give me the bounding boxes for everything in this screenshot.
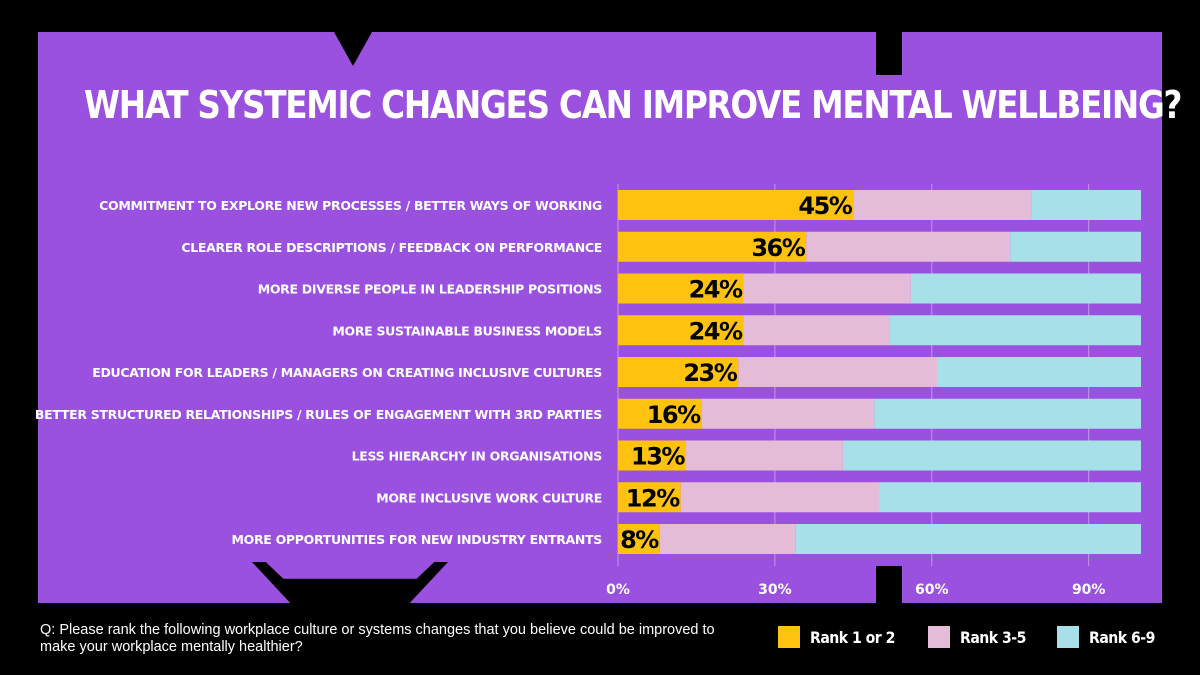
data-label: 8% — [620, 526, 659, 554]
x-tick-label: 30% — [758, 582, 792, 598]
data-label: 45% — [798, 192, 852, 220]
bottom-right-notch — [876, 566, 902, 604]
category-label: MORE INCLUSIVE WORK CULTURE — [376, 490, 602, 505]
bar-segment-3 — [937, 357, 1141, 387]
survey-question: Q: Please rank the following workplace c… — [40, 622, 715, 655]
legend-swatch — [778, 626, 800, 648]
data-labels: 45% 36% 24% 24% 23% 16% 13% 12% 8% — [620, 192, 854, 554]
category-label: EDUCATION FOR LEADERS / MANAGERS ON CREA… — [92, 365, 602, 380]
legend: Rank 1 or 2 Rank 3-5 Rank 6-9 — [778, 624, 1186, 650]
data-label: 23% — [683, 359, 737, 387]
bar-segment-3 — [879, 482, 1141, 513]
top-right-notch — [876, 32, 902, 75]
bar-segment-2 — [853, 190, 1032, 220]
legend-label: Rank 6-9 — [1089, 627, 1156, 647]
legend-item-2: Rank 3-5 — [928, 626, 1035, 648]
data-label: 36% — [751, 234, 805, 262]
bar-segment-2 — [743, 273, 911, 304]
category-label: BETTER STRUCTURED RELATIONSHIPS / RULES … — [35, 407, 602, 422]
bar-segment-2 — [806, 231, 1011, 262]
bar-segment-3 — [1031, 190, 1141, 220]
category-label: MORE DIVERSE PEOPLE IN LEADERSHIP POSITI… — [258, 282, 603, 297]
category-label: CLEARER ROLE DESCRIPTIONS / FEEDBACK ON … — [181, 240, 602, 255]
x-tick-label: 0% — [606, 582, 630, 598]
bar-segment-1 — [618, 315, 744, 346]
bar-segment-3 — [795, 524, 1141, 554]
data-label: 24% — [689, 317, 743, 345]
bar-segment-1 — [618, 524, 660, 554]
legend-item-3: Rank 6-9 — [1057, 626, 1164, 648]
category-label: COMMITMENT TO EXPLORE NEW PROCESSES / BE… — [99, 198, 602, 213]
bar-segment-1 — [618, 273, 744, 304]
bar-segment-2 — [701, 398, 875, 429]
bar-segment-1 — [618, 190, 854, 220]
legend-label: Rank 3-5 — [960, 627, 1027, 647]
bar-segment-1 — [618, 398, 702, 429]
bar-segment-1 — [618, 482, 681, 513]
bars — [618, 190, 1141, 554]
bar-segment-2 — [659, 524, 796, 554]
x-axis-ticks: 0% 30% 60% 90% — [606, 582, 1105, 598]
legend-swatch — [928, 626, 951, 648]
data-label: 12% — [626, 484, 680, 512]
chart-title: WHAT SYSTEMIC CHANGES CAN IMPROVE MENTAL… — [84, 83, 1182, 127]
x-tick-label: 60% — [915, 582, 949, 598]
data-label: 13% — [631, 443, 685, 471]
bar-segment-1 — [618, 231, 807, 262]
legend-swatch — [1057, 626, 1080, 648]
bar-segment-3 — [889, 315, 1141, 346]
category-label: MORE OPPORTUNITIES FOR NEW INDUSTRY ENTR… — [232, 532, 603, 547]
bar-segment-2 — [738, 357, 938, 387]
bar-segment-3 — [910, 273, 1141, 304]
category-label: MORE SUSTAINABLE BUSINESS MODELS — [332, 323, 602, 338]
bar-segment-3 — [874, 398, 1141, 429]
legend-label: Rank 1 or 2 — [810, 627, 895, 647]
bar-segment-3 — [842, 440, 1141, 471]
data-label: 16% — [647, 401, 701, 429]
bar-segment-2 — [685, 440, 843, 471]
data-label: 24% — [689, 276, 743, 304]
x-tick-label: 90% — [1072, 582, 1106, 598]
bar-segment-1 — [618, 357, 739, 387]
category-label: LESS HIERARCHY IN ORGANISATIONS — [352, 449, 603, 464]
bar-segment-2 — [680, 482, 880, 513]
category-labels: COMMITMENT TO EXPLORE NEW PROCESSES / BE… — [35, 198, 603, 547]
bar-segment-1 — [618, 440, 686, 471]
legend-item-1: Rank 1 or 2 — [778, 626, 906, 648]
bar-segment-3 — [1010, 231, 1141, 262]
bar-segment-2 — [743, 315, 890, 346]
